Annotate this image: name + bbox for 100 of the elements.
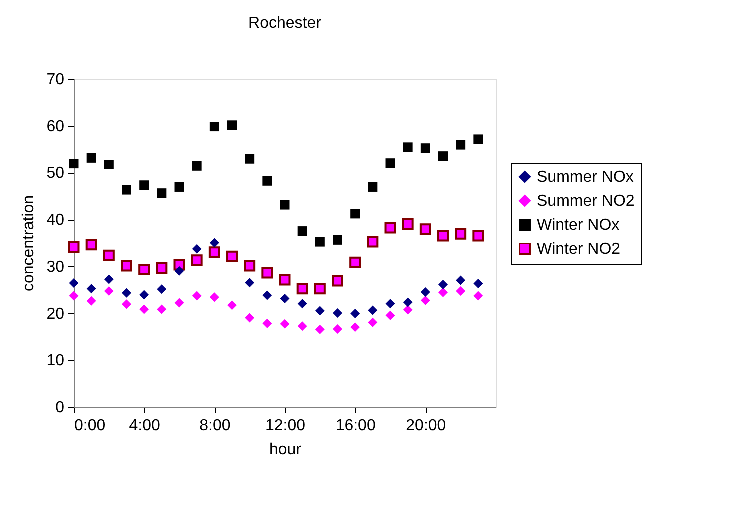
x-tick-label: 0:00 [74,418,106,434]
point [121,260,132,272]
point [474,291,484,301]
point [333,324,342,334]
point [140,180,150,190]
point [262,176,272,186]
point [402,218,414,230]
point [296,283,308,295]
point [438,152,448,162]
point [333,308,342,318]
y-tick-label: 60 [46,118,65,136]
x-tick-label: 8:00 [200,418,231,434]
point [86,239,98,251]
point [333,235,342,245]
point [228,300,237,310]
point [298,322,308,332]
point [368,306,378,316]
point [262,290,272,300]
point [368,318,378,328]
point [280,294,290,304]
point [210,122,220,132]
x-tick-label: 12:00 [265,418,306,434]
point [314,283,326,295]
point [403,142,413,152]
y-axis-title: concentration [20,195,38,292]
point [386,310,396,320]
point [69,278,79,288]
point [315,324,325,334]
point [472,230,484,242]
point [315,237,325,247]
point [279,274,291,286]
point [456,286,466,296]
point [455,228,467,240]
y-tick-label: 30 [46,258,65,276]
point [192,244,202,254]
point [104,274,114,284]
point [403,305,413,315]
point [68,241,80,253]
point [140,290,150,300]
point [191,254,203,266]
legend-label: Winter NOx [537,217,620,234]
point [280,200,290,210]
x-tick-label: 16:00 [336,418,376,434]
point [456,276,466,286]
point [420,296,430,306]
point [69,159,79,169]
point [298,226,308,236]
point [456,140,466,150]
point [386,299,396,309]
point [474,134,484,144]
point [403,298,413,308]
point [174,182,184,192]
point [350,309,360,318]
point [122,300,132,310]
point [244,260,256,272]
point [262,318,272,328]
point [350,322,360,332]
chart-title: Rochester [248,15,322,32]
point [350,256,362,268]
point [298,299,308,309]
legend-label: Summer NO2 [537,193,635,210]
point [384,222,396,234]
point [174,298,184,308]
x-axis-title: hour [269,442,302,458]
point [156,262,168,274]
point [69,291,79,301]
point [474,279,484,289]
point [245,154,255,164]
point [157,284,167,294]
y-tick-label: 50 [46,165,65,182]
point [210,238,220,248]
y-tick-label: 40 [46,212,65,230]
point [315,306,325,316]
point [103,250,115,262]
y-tick-label: 10 [46,352,65,370]
point [228,120,237,130]
y-tick-label: 70 [46,72,65,88]
point [140,304,150,314]
point [280,319,290,329]
point [104,160,114,170]
point [438,288,448,298]
x-tick-label: 4:00 [129,418,161,434]
point [86,153,96,163]
point [86,296,96,306]
point [332,275,344,287]
point [438,230,449,242]
point [122,185,132,195]
legend-label: Summer NOx [537,169,634,186]
point [367,236,379,248]
point [245,278,255,288]
point [262,267,274,279]
point [157,304,167,314]
point [192,161,202,171]
point [86,284,96,294]
point [157,188,167,198]
point [350,209,360,219]
point [420,287,430,297]
point [138,264,150,276]
point [420,224,432,236]
point [208,246,220,258]
